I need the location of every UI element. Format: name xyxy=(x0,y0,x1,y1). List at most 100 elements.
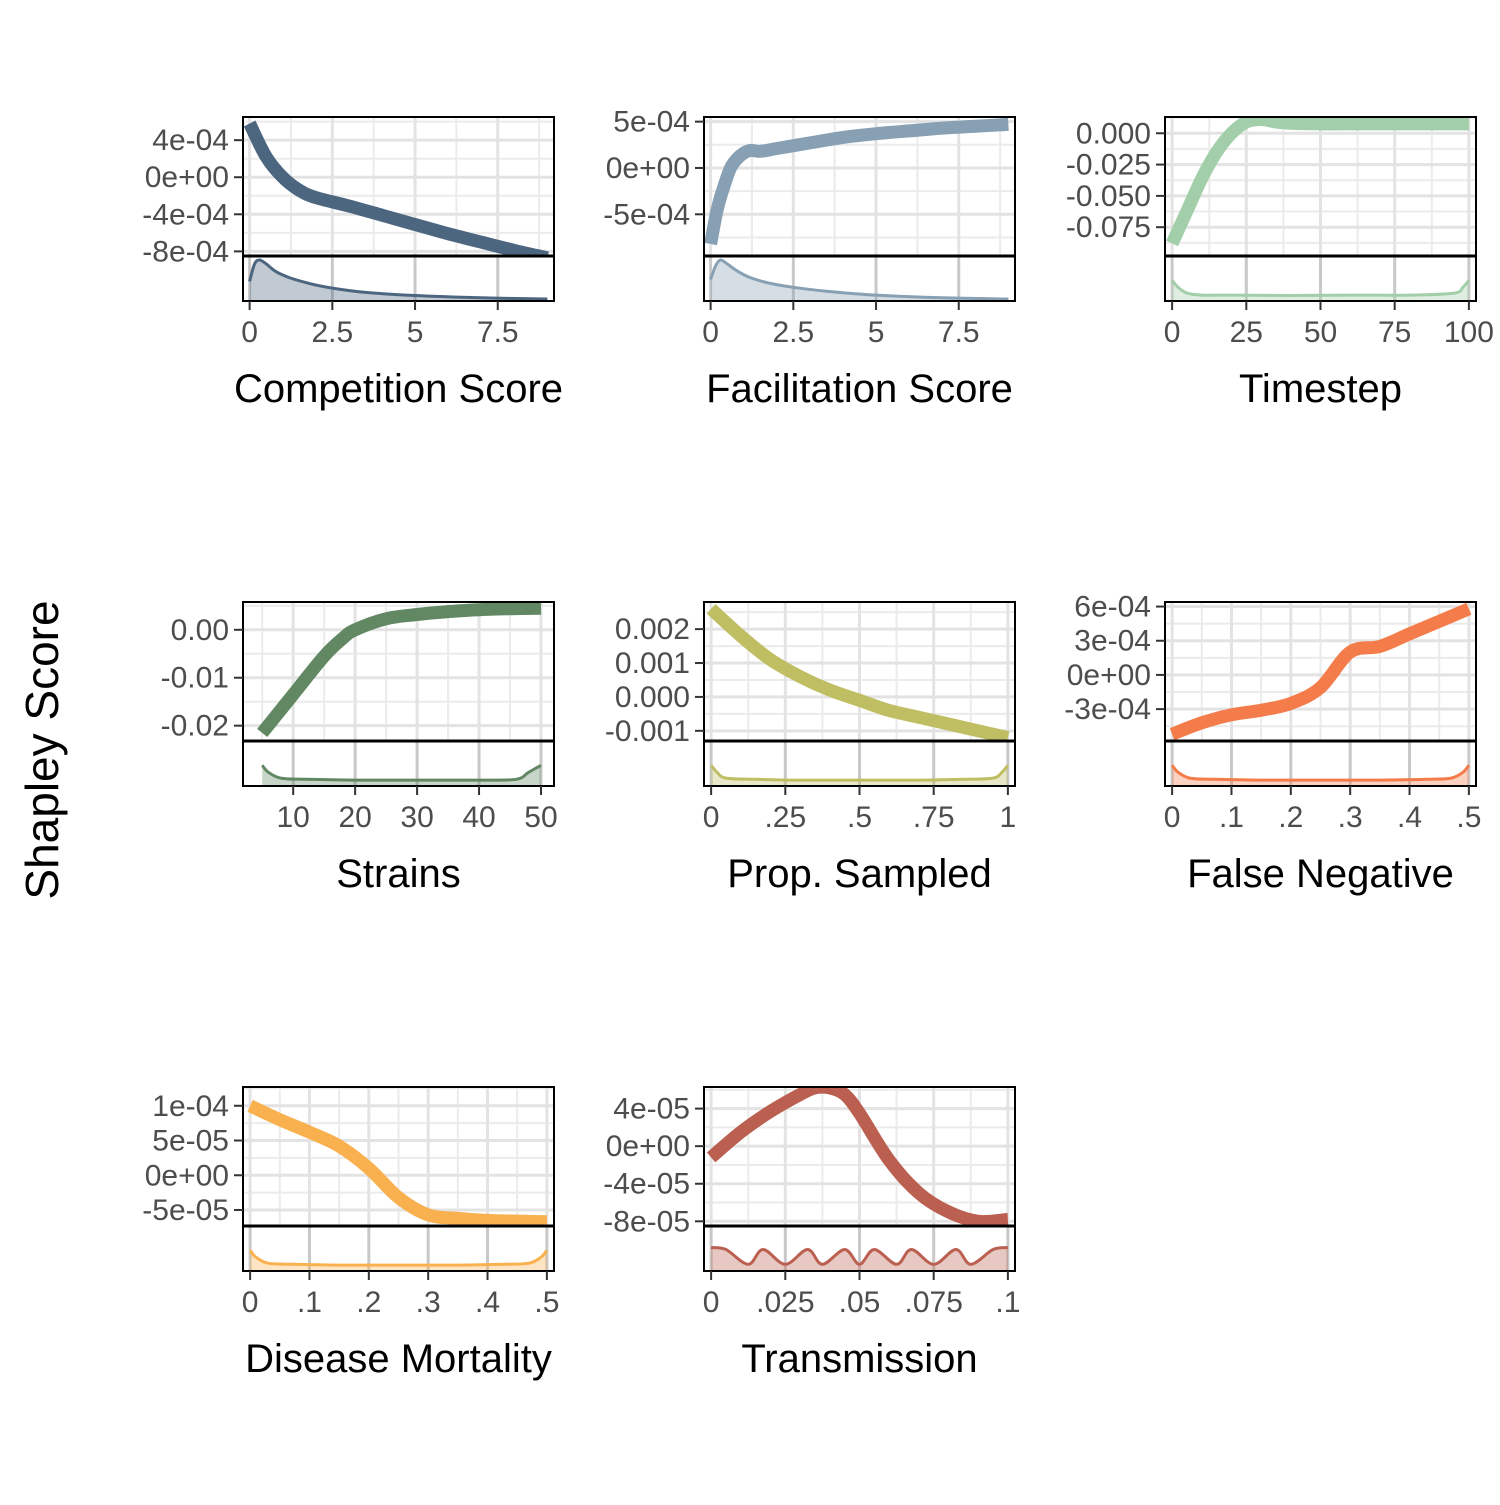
y-tick-label: -0.025 xyxy=(1066,149,1151,182)
x-tick-label: 0 xyxy=(1164,316,1181,349)
x-tick-label: 50 xyxy=(1304,316,1337,349)
series-line xyxy=(243,120,549,256)
x-tick-label: 50 xyxy=(524,801,557,834)
x-tick-label: .4 xyxy=(1397,801,1422,834)
y-tick-label: -4e-04 xyxy=(142,198,229,231)
density-line xyxy=(709,258,1009,301)
density-line xyxy=(709,764,1010,782)
x-tick-label: 1 xyxy=(1000,801,1017,834)
x-tick-label: .1 xyxy=(995,1286,1020,1319)
y-axis-label: Shapley Score xyxy=(16,600,68,899)
x-tick-label: .4 xyxy=(475,1286,500,1319)
x-axis-title: Disease Mortality xyxy=(245,1337,552,1381)
x-tick-label: .2 xyxy=(356,1286,381,1319)
x-tick-label: .25 xyxy=(764,801,806,834)
y-tick-label: -0.02 xyxy=(161,710,229,743)
x-tick-label: 7.5 xyxy=(938,316,980,349)
x-tick-label: 20 xyxy=(338,801,371,834)
density-area xyxy=(249,260,548,301)
y-tick-label: -3e-04 xyxy=(1064,693,1151,726)
panel-border xyxy=(242,116,555,302)
x-tick-label: 2.5 xyxy=(311,316,353,349)
y-tick-label: 4e-04 xyxy=(152,124,229,157)
x-tick-label: .3 xyxy=(1338,801,1363,834)
plot-background xyxy=(243,117,554,301)
y-tick-label: -4e-05 xyxy=(603,1168,690,1201)
x-tick-label: 0 xyxy=(703,801,720,834)
series-line xyxy=(247,1099,548,1226)
x-tick-label: 30 xyxy=(400,801,433,834)
y-tick-label: -0.001 xyxy=(605,715,690,748)
y-tick-label: 1e-04 xyxy=(152,1090,229,1123)
y-tick-label: 0e+00 xyxy=(606,152,690,185)
x-axis-title: Competition Score xyxy=(234,367,563,411)
x-axis-title: Transmission xyxy=(741,1337,977,1381)
panel-border xyxy=(242,1086,555,1272)
series-line xyxy=(706,1087,1009,1226)
x-tick-label: 40 xyxy=(462,801,495,834)
panel-3: 0.000-0.025-0.050-0.075 0 25 50 75 100 Timeste… xyxy=(1066,116,1494,411)
x-tick-label: .1 xyxy=(297,1286,322,1319)
x-tick-label: 10 xyxy=(276,801,309,834)
series-line xyxy=(706,603,1010,741)
y-tick-label: 6e-04 xyxy=(1074,591,1151,624)
x-axis-title: Strains xyxy=(336,852,461,896)
x-tick-label: 5 xyxy=(868,316,885,349)
y-tick-label: 5e-05 xyxy=(152,1125,229,1158)
y-tick-label: -0.050 xyxy=(1066,180,1151,213)
x-tick-label: 0 xyxy=(703,1286,720,1319)
series-line xyxy=(257,602,542,737)
y-tick-label: -0.075 xyxy=(1066,211,1151,244)
x-axis-title: Facilitation Score xyxy=(706,367,1013,411)
x-tick-label: 25 xyxy=(1230,316,1263,349)
x-tick-label: .1 xyxy=(1219,801,1244,834)
x-axis-title: Timestep xyxy=(1239,367,1402,411)
y-tick-label: 0e+00 xyxy=(145,161,229,194)
density-line xyxy=(1170,279,1471,298)
density-line xyxy=(248,1249,549,1267)
y-tick-label: -5e-05 xyxy=(142,1194,229,1227)
x-tick-label: .5 xyxy=(1456,801,1481,834)
density-line xyxy=(710,1246,1009,1266)
x-tick-label: .075 xyxy=(904,1286,962,1319)
panel-4: 0.00 -0.01 -0.02 10 20 30 40 50 Strains xyxy=(161,601,558,896)
x-tick-label: 5 xyxy=(407,316,424,349)
series-line xyxy=(1169,602,1472,741)
y-tick-label: 0.002 xyxy=(615,613,690,646)
y-tick-label: -5e-04 xyxy=(603,198,690,231)
panel-2: 5e-04 0e+00 -5e-04 0 2.5 5 7.5 Facilitation Sco… xyxy=(603,106,1016,411)
x-tick-label: 0 xyxy=(242,1286,259,1319)
x-tick-label: .2 xyxy=(1278,801,1303,834)
density-area xyxy=(710,259,1009,301)
panel-border xyxy=(1164,601,1477,787)
x-axis-title: Prop. Sampled xyxy=(727,852,992,896)
y-tick-label: 0.00 xyxy=(171,614,229,647)
series-line xyxy=(1166,117,1469,247)
x-tick-label: 0 xyxy=(702,316,719,349)
x-tick-label: 2.5 xyxy=(772,316,814,349)
panel-border xyxy=(703,116,1016,302)
panel-8: 4e-05 0e+00 -4e-05 -8e-05 0 .025 .05 .075 .1 Tran… xyxy=(603,1086,1020,1381)
x-tick-label: 100 xyxy=(1444,316,1494,349)
x-tick-label: 0 xyxy=(241,316,258,349)
density-line xyxy=(1170,764,1471,782)
series-line xyxy=(704,117,1009,246)
x-tick-label: 0 xyxy=(1164,801,1181,834)
y-tick-label: -8e-05 xyxy=(603,1205,690,1238)
y-tick-label: 4e-05 xyxy=(613,1093,690,1126)
x-axis-title: False Negative xyxy=(1187,852,1454,896)
y-tick-label: 0e+00 xyxy=(606,1130,690,1163)
x-tick-label: .75 xyxy=(913,801,955,834)
density-line xyxy=(261,763,542,782)
x-tick-label: .5 xyxy=(534,1286,559,1319)
y-tick-label: 0.000 xyxy=(615,681,690,714)
y-tick-label: -8e-04 xyxy=(142,235,229,268)
y-tick-label: -0.01 xyxy=(161,662,229,695)
y-tick-label: 0e+00 xyxy=(145,1159,229,1192)
x-tick-label: 7.5 xyxy=(477,316,519,349)
y-tick-label: 0e+00 xyxy=(1067,659,1151,692)
